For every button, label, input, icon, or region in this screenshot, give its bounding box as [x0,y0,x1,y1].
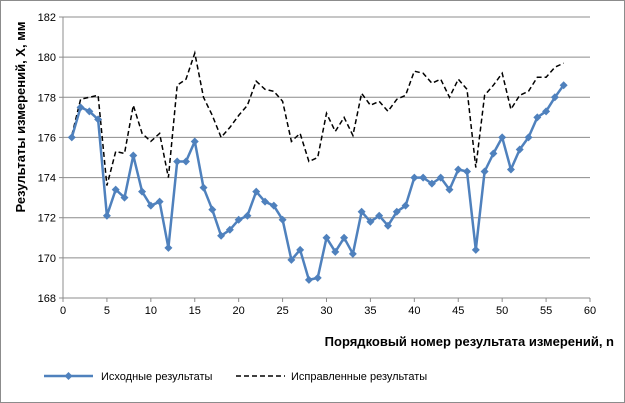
x-axis-title: Порядковый номер результата измерений, n [325,334,614,349]
x-tick-label: 45 [452,305,464,317]
y-tick-label: 172 [38,213,56,225]
data-point-original [85,107,94,116]
data-point-original [392,207,401,216]
data-point-original [498,133,507,142]
x-tick-label: 25 [276,305,288,317]
series-layer [67,50,568,284]
data-point-original [261,197,270,206]
data-point-original [234,215,243,224]
data-point-original [322,233,331,242]
y-axis-title: Результаты измерений, X, мм [13,22,28,213]
data-point-original [102,211,111,220]
y-tick-label: 178 [38,92,56,104]
y-tick-label: 174 [38,173,56,185]
data-point-original [559,81,568,90]
data-point-original [357,207,366,216]
data-point-original [542,107,551,116]
data-point-original [524,133,533,142]
series-line-original [70,84,565,282]
data-point-original [480,167,489,176]
data-point-original [419,173,428,182]
data-point-original [313,273,322,282]
data-point-original [146,201,155,210]
data-point-original [550,93,559,102]
data-point-original [94,115,103,124]
x-tick-label: 40 [408,305,420,317]
data-point-original [515,145,524,154]
data-point-original [436,173,445,182]
data-point-original [225,225,234,234]
y-tick-label: 182 [38,12,56,24]
data-point-original [76,103,85,112]
data-point-original [383,221,392,230]
gridlines [63,16,590,299]
x-tick-label: 0 [60,305,66,317]
y-tick-labels: 168 170 172 174 176 178 180 182 [38,12,56,305]
data-point-original [304,275,313,284]
x-tick-labels: 0 5 10 15 20 25 30 35 40 45 50 55 60 [60,305,596,317]
x-tick-label: 35 [364,305,376,317]
series-line-corrected [71,50,564,186]
x-tick-label: 50 [496,305,508,317]
legend-marker-series-1 [64,372,73,380]
y-tick-label: 180 [38,52,56,64]
data-point-original [190,137,199,146]
data-point-original [164,243,173,252]
data-point-original [252,187,261,196]
data-point-original [445,185,454,194]
data-point-original [287,255,296,264]
data-point-original [427,179,436,188]
data-point-original [181,157,190,166]
data-point-original [138,187,147,196]
data-point-original [410,173,419,182]
data-point-original [120,193,129,202]
data-point-original [67,133,76,142]
legend-label-series-2: Исправленные результаты [291,371,427,383]
data-point-original [269,201,278,210]
data-point-original [463,167,472,176]
data-point-original [471,245,480,254]
x-tick-label: 10 [145,305,157,317]
x-tick-label: 60 [584,305,596,317]
data-point-original [506,165,515,174]
data-point-original [217,231,226,240]
data-point-original [489,149,498,158]
data-point-original [278,215,287,224]
data-point-original [208,205,217,214]
data-point-original [348,249,357,258]
x-tick-label: 55 [540,305,552,317]
legend: Исходные результаты Исправленные результ… [44,371,427,383]
axes [59,16,591,302]
x-tick-label: 30 [320,305,332,317]
data-point-original [129,151,138,160]
data-point-original [243,211,252,220]
x-tick-label: 5 [104,305,110,317]
y-tick-label: 168 [38,293,56,305]
data-point-original [296,245,305,254]
x-tick-label: 15 [189,305,201,317]
data-point-original [375,211,384,220]
data-point-original [454,165,463,174]
data-point-original [366,217,375,226]
data-point-original [173,157,182,166]
data-point-original [533,113,542,122]
data-point-original [199,183,208,192]
data-point-original [155,197,164,206]
data-point-original [401,201,410,210]
x-tick-label: 20 [233,305,245,317]
data-point-original [331,247,340,256]
y-tick-label: 170 [38,253,56,265]
legend-label-series-1: Исходные результаты [101,371,213,383]
y-tick-label: 176 [38,132,56,144]
data-point-original [111,185,120,194]
data-point-original [340,233,349,242]
